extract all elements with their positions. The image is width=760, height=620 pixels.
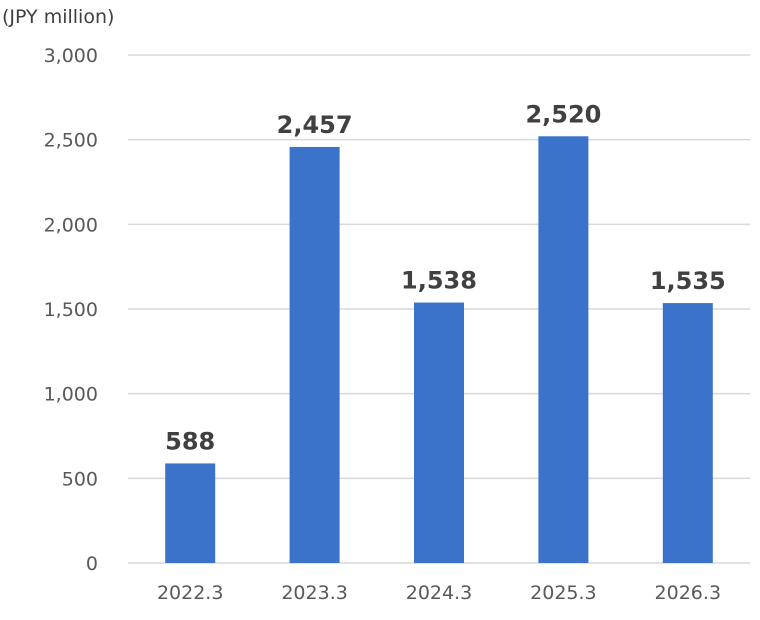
y-tick-label: 1,000 — [44, 384, 98, 406]
data-label: 1,538 — [401, 267, 477, 295]
y-tick-label: 500 — [62, 468, 98, 490]
y-tick-label: 1,500 — [44, 299, 98, 321]
x-tick-label: 2025.3 — [530, 582, 596, 604]
data-label: 588 — [165, 427, 215, 455]
x-tick-label: 2023.3 — [281, 582, 347, 604]
x-tick-label: 2026.3 — [655, 582, 721, 604]
data-label: 1,535 — [650, 267, 726, 295]
data-label: 2,457 — [277, 111, 353, 139]
bar-2024.3 — [414, 302, 464, 563]
bar-2022.3 — [165, 463, 216, 563]
y-tick-label: 2,000 — [44, 214, 98, 236]
x-tick-label: 2022.3 — [157, 582, 223, 604]
y-tick-label: 2,500 — [44, 130, 98, 152]
bars — [165, 136, 713, 563]
bar-2026.3 — [662, 303, 713, 563]
y-axis-ticks: 0 500 1,000 1,500 2,000 2,500 3,000 — [44, 45, 98, 575]
x-tick-label: 2024.3 — [406, 582, 472, 604]
y-tick-label: 0 — [86, 553, 98, 575]
y-tick-label: 3,000 — [44, 45, 98, 67]
data-label: 2,520 — [525, 100, 601, 128]
bar-2023.3 — [289, 146, 340, 563]
bar-2025.3 — [538, 136, 589, 563]
y-axis-unit-label: (JPY million) — [2, 6, 115, 28]
x-axis-ticks: 2022.3 2023.3 2024.3 2025.3 2026.3 — [157, 582, 721, 604]
data-labels: 588 2,457 1,538 2,520 1,535 — [165, 100, 726, 455]
